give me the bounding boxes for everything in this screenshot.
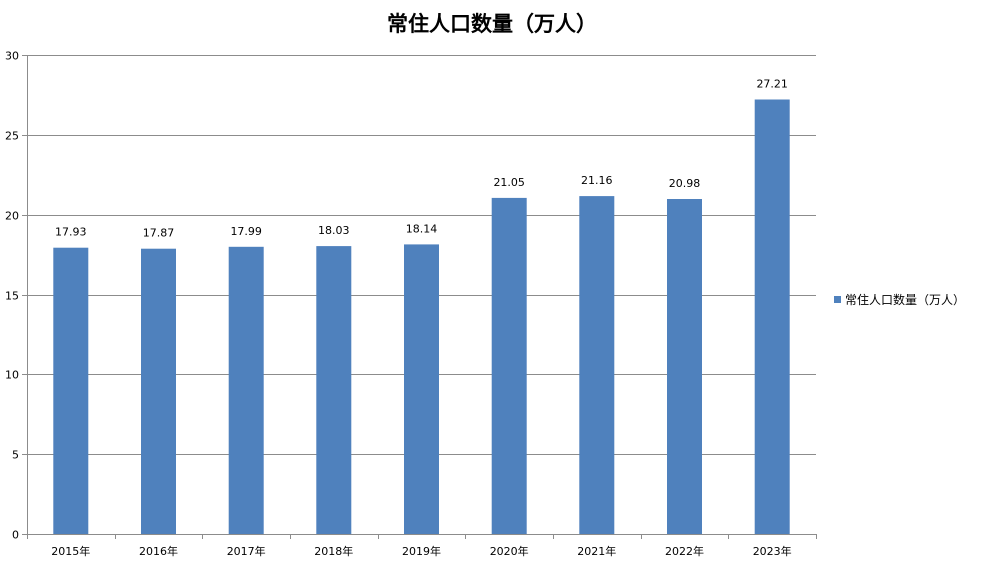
x-tick-label: 2015年 (51, 544, 90, 558)
axes: 0 5 10 15 20 25 30 2015年 2016年 2017年 2018年 2019年 202… (5, 50, 817, 558)
bar (404, 244, 439, 534)
data-label: 21.16 (581, 174, 613, 187)
x-tick-label: 2023年 (753, 544, 792, 558)
bar (754, 99, 790, 534)
x-tick-label: 2021年 (577, 544, 616, 558)
data-label: 20.98 (669, 177, 701, 190)
y-tick-label: 10 (5, 369, 19, 382)
x-tick-label: 2022年 (665, 544, 704, 558)
data-label: 17.99 (230, 225, 262, 238)
data-label: 27.21 (756, 78, 788, 91)
data-labels: 17.93 17.87 17.99 18.03 18.14 21.05 21.16 20.98… (55, 78, 788, 240)
data-label: 17.87 (143, 227, 175, 240)
x-tick-label: 2019年 (402, 544, 441, 558)
legend: 常住人口数量（万人） (834, 292, 965, 307)
bars (53, 99, 790, 535)
y-tick-label: 30 (5, 50, 19, 63)
bar (141, 248, 176, 534)
x-tick-label: 2017年 (227, 544, 266, 558)
data-label: 17.93 (55, 226, 87, 239)
legend-swatch (834, 296, 841, 303)
x-tick-label: 2016年 (139, 544, 178, 558)
data-label: 18.14 (406, 222, 438, 235)
y-tick-label: 15 (5, 290, 19, 303)
x-tick-label: 2020年 (490, 544, 529, 558)
chart-title: 常住人口数量（万人） (387, 11, 597, 36)
legend-label: 常住人口数量（万人） (845, 292, 965, 307)
bar (491, 197, 527, 534)
bar (316, 246, 352, 534)
x-tick-label: 2018年 (314, 544, 353, 558)
bar (53, 247, 89, 534)
bar (579, 196, 615, 534)
y-tick-label: 25 (5, 130, 19, 143)
y-tick-label: 5 (12, 449, 19, 462)
data-label: 18.03 (318, 224, 350, 237)
y-tick-label: 0 (12, 529, 19, 542)
y-tick-label: 20 (5, 210, 19, 223)
bar (228, 246, 264, 535)
data-label: 21.05 (493, 176, 525, 189)
bar (667, 199, 702, 534)
